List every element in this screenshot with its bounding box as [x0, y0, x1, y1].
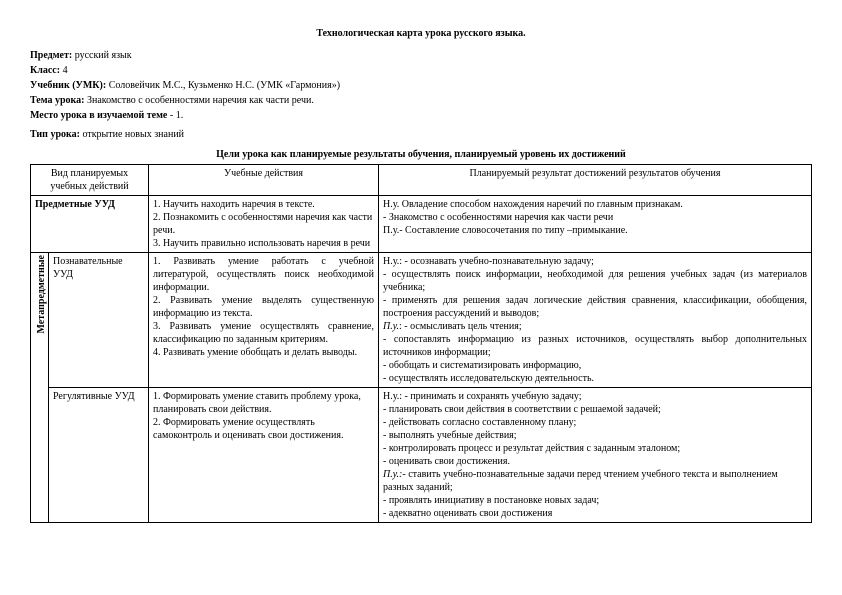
type-value: открытие новых знаний: [80, 129, 184, 140]
table-row: Метапредметные Познавательные УУД 1. Раз…: [31, 253, 812, 388]
header-actions: Учебные действия: [149, 165, 379, 196]
table-row: Предметные УУД 1. Научить находить нареч…: [31, 196, 812, 253]
topic-label: Тема урока:: [30, 95, 84, 106]
type-label: Тип урока:: [30, 129, 80, 140]
place-label: Место урока в изучаемой теме: [30, 110, 167, 121]
meta-block: Предмет: русский язык Класс: 4 Учебник (…: [30, 49, 812, 141]
table-header-row: Вид планируемых учебных действий Учебные…: [31, 165, 812, 196]
main-table: Вид планируемых учебных действий Учебные…: [30, 164, 812, 523]
row2-result: Н.у.: - осознавать учебно-познавательную…: [379, 253, 812, 388]
row1-kind: Предметные УУД: [31, 196, 149, 253]
row1-result: Н.у. Овладение способом нахождения нареч…: [379, 196, 812, 253]
goals-subtitle: Цели урока как планируемые результаты об…: [30, 149, 812, 160]
row2-actions: 1. Развивать умение работать с учебной л…: [149, 253, 379, 388]
class-value: 4: [60, 65, 68, 76]
page-title: Технологическая карта урока русского язы…: [30, 28, 812, 39]
topic-value: Знакомство с особенностями наречия как ч…: [84, 95, 313, 106]
subject-value: русский язык: [72, 50, 131, 61]
header-result: Планируемый результат достижений результ…: [379, 165, 812, 196]
vert-label-cell: Метапредметные: [31, 253, 49, 523]
place-value: - 1.: [167, 110, 183, 121]
vert-label: Метапредметные: [35, 255, 48, 334]
subject-label: Предмет:: [30, 50, 72, 61]
row2-kind: Познавательные УУД: [49, 253, 149, 388]
row3-actions: 1. Формировать умение ставить проблему у…: [149, 388, 379, 523]
textbook-value: Соловейчик М.С., Кузьменко Н.С. (УМК «Га…: [106, 80, 340, 91]
row3-result: Н.у.: - принимать и сохранять учебную за…: [379, 388, 812, 523]
class-label: Класс:: [30, 65, 60, 76]
textbook-label: Учебник (УМК):: [30, 80, 106, 91]
row3-kind: Регулятивные УУД: [49, 388, 149, 523]
row1-actions: 1. Научить находить наречия в тексте. 2.…: [149, 196, 379, 253]
header-kind: Вид планируемых учебных действий: [31, 165, 149, 196]
table-row: Регулятивные УУД 1. Формировать умение с…: [31, 388, 812, 523]
